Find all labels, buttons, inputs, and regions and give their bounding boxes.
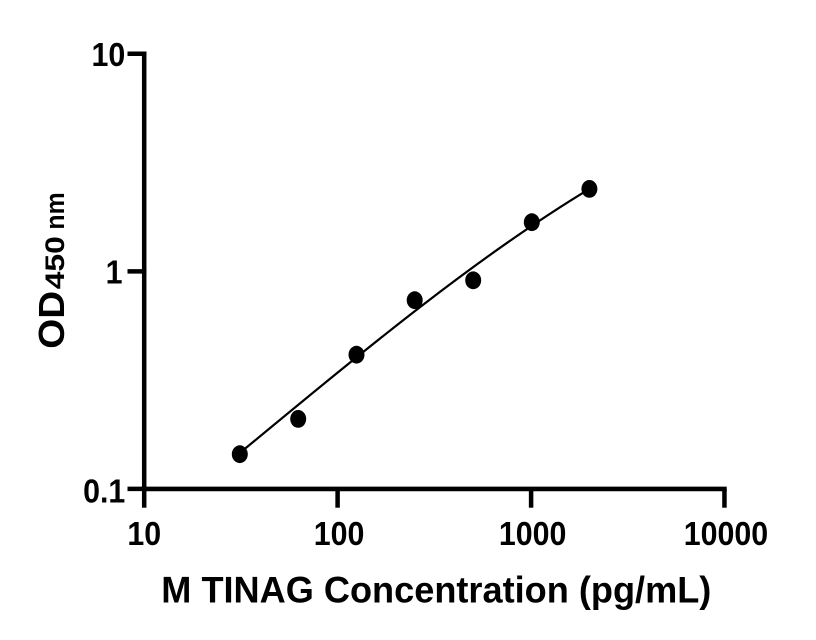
svg-text:100: 100 — [314, 515, 365, 552]
svg-text:nm: nm — [41, 192, 70, 229]
svg-text:0.1: 0.1 — [83, 472, 125, 509]
svg-text:450: 450 — [40, 236, 70, 289]
svg-text:1: 1 — [106, 253, 123, 290]
svg-text:10000: 10000 — [684, 515, 768, 552]
svg-text:1000: 1000 — [499, 515, 567, 552]
svg-text:M TINAG Concentration (pg/mL): M TINAG Concentration (pg/mL) — [161, 569, 711, 610]
svg-text:10: 10 — [127, 515, 161, 552]
svg-text:10: 10 — [92, 36, 126, 73]
svg-text:OD: OD — [31, 291, 72, 349]
